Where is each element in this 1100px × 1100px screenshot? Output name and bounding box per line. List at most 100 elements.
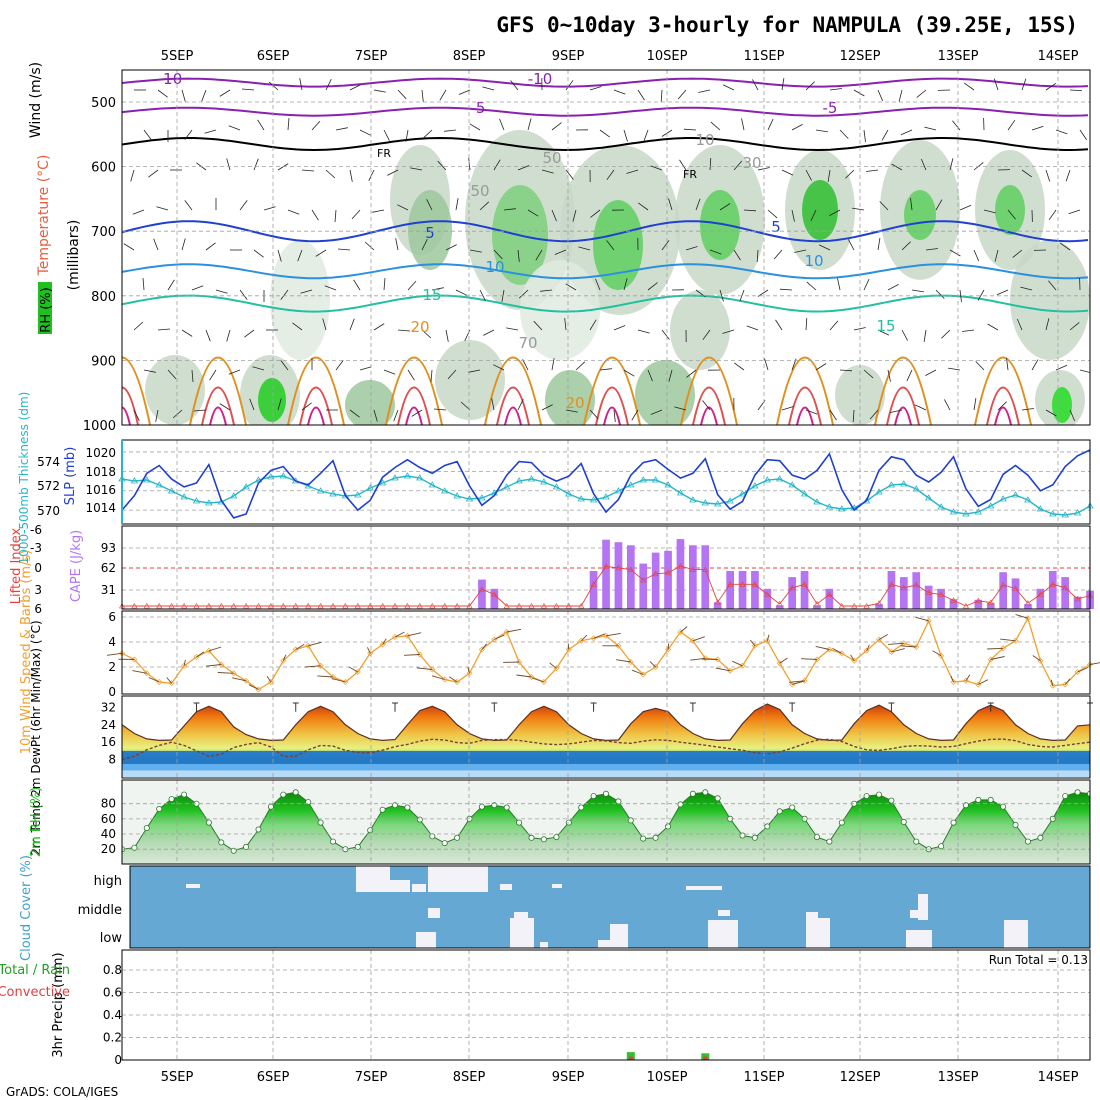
wind-barb xyxy=(444,129,457,132)
thickness-point xyxy=(800,490,809,497)
wind-barb xyxy=(467,667,470,674)
wind-barb xyxy=(167,279,175,291)
wind-barb xyxy=(900,129,913,136)
wind-barb xyxy=(764,358,769,371)
wind-barb xyxy=(1089,662,1100,665)
wind-barb xyxy=(698,89,711,93)
lifted-index-point xyxy=(255,602,262,609)
wind-barb xyxy=(605,632,621,637)
wind-barb xyxy=(300,289,313,294)
wind-barb xyxy=(766,634,770,641)
lifted-index-point xyxy=(292,602,299,609)
slp-tick-label: 1020 xyxy=(85,446,116,460)
wind-barb xyxy=(994,249,999,262)
lifted-index-point xyxy=(367,602,374,609)
wind-barb xyxy=(667,643,670,650)
lifted-index-point xyxy=(913,581,920,588)
wind-barb xyxy=(578,246,591,251)
wind-barb xyxy=(517,399,524,411)
rh-point xyxy=(441,840,448,847)
wind-barb xyxy=(337,248,351,251)
isotherm-line xyxy=(122,263,1089,280)
wind-barb xyxy=(287,209,300,215)
thickness-tick-label: 574 xyxy=(37,455,60,469)
wind-barb xyxy=(815,129,828,133)
wind-barb xyxy=(709,157,712,171)
wind-speed-point xyxy=(553,665,560,672)
wind-barb xyxy=(891,648,905,653)
cloud-level-label: middle xyxy=(78,903,122,918)
wind-barb xyxy=(411,409,423,417)
wind-barb xyxy=(433,408,447,411)
lifted-index-line xyxy=(122,565,1091,607)
date-label-top: 6SEP xyxy=(257,49,290,64)
isotherm-30-arch xyxy=(894,406,912,425)
cape-bar xyxy=(627,545,635,609)
date-label-bottom: 7SEP xyxy=(355,1070,388,1085)
cape-tick-label: 31 xyxy=(101,583,116,597)
wind-barb xyxy=(1031,359,1039,371)
thickness-point xyxy=(775,475,784,482)
lifted-index-point xyxy=(391,602,399,609)
wind-barb xyxy=(228,369,241,375)
wind-speed-point xyxy=(379,641,386,648)
wind-barb xyxy=(430,369,433,383)
cloud-block xyxy=(428,866,488,892)
date-label-top: 11SEP xyxy=(744,49,785,64)
wind-barb xyxy=(166,677,172,684)
wind-barb xyxy=(219,403,231,411)
wind-barb xyxy=(205,242,216,251)
thickness-point xyxy=(676,489,685,496)
wind-barb xyxy=(959,289,962,302)
lifted-tick-label: -6 xyxy=(30,523,42,537)
lifted-index-point xyxy=(938,591,945,597)
contour-label: 50 xyxy=(470,182,489,200)
wind-barb xyxy=(349,318,355,331)
isotherm-25-arch xyxy=(201,386,235,425)
wind-barb xyxy=(335,127,348,131)
wind-barb xyxy=(292,322,303,331)
wind-barb xyxy=(1079,129,1088,141)
date-label-top: 10SEP xyxy=(647,49,688,64)
wind-barb xyxy=(191,285,204,291)
thickness-point xyxy=(751,482,759,489)
wind-barb xyxy=(589,409,599,420)
wind-barb xyxy=(517,249,520,262)
wind-barb xyxy=(349,84,361,91)
cloud-block xyxy=(500,884,512,890)
wind-barb xyxy=(595,278,601,291)
wind-barb xyxy=(156,206,169,211)
thickness-point xyxy=(999,495,1007,502)
temp-tick-label: 16 xyxy=(101,735,116,749)
wind-barb xyxy=(599,368,612,371)
rh-point xyxy=(1024,838,1031,845)
wind-barb xyxy=(431,287,444,291)
thickness-point xyxy=(701,499,710,506)
wind-barb xyxy=(944,399,951,411)
lifted-index-point xyxy=(1062,584,1069,591)
wind-barb xyxy=(829,320,839,331)
wind-barb xyxy=(201,89,207,102)
wind-barb xyxy=(685,246,698,251)
wind-barb xyxy=(572,209,577,222)
wind-barb xyxy=(911,289,924,293)
wind-barb xyxy=(626,169,639,174)
wind-speed-point xyxy=(702,655,709,662)
thickness-point xyxy=(1049,510,1057,517)
rh-contour-area xyxy=(593,200,643,290)
wind-barb xyxy=(649,661,656,668)
wind-barb xyxy=(494,634,505,640)
wind-speed-point xyxy=(429,666,436,673)
lifted-index-point xyxy=(1037,591,1044,597)
wind-barb xyxy=(1069,89,1083,91)
lifted-index-point xyxy=(267,602,274,609)
wind-barb xyxy=(775,319,783,331)
wind-barb xyxy=(455,289,467,296)
wind-barb xyxy=(805,169,812,181)
rh-point xyxy=(292,789,299,796)
lifted-tick-label: -3 xyxy=(30,541,42,555)
wind-speed-point xyxy=(416,651,423,658)
rh-plot xyxy=(122,789,1090,864)
wind-barb xyxy=(431,675,445,680)
